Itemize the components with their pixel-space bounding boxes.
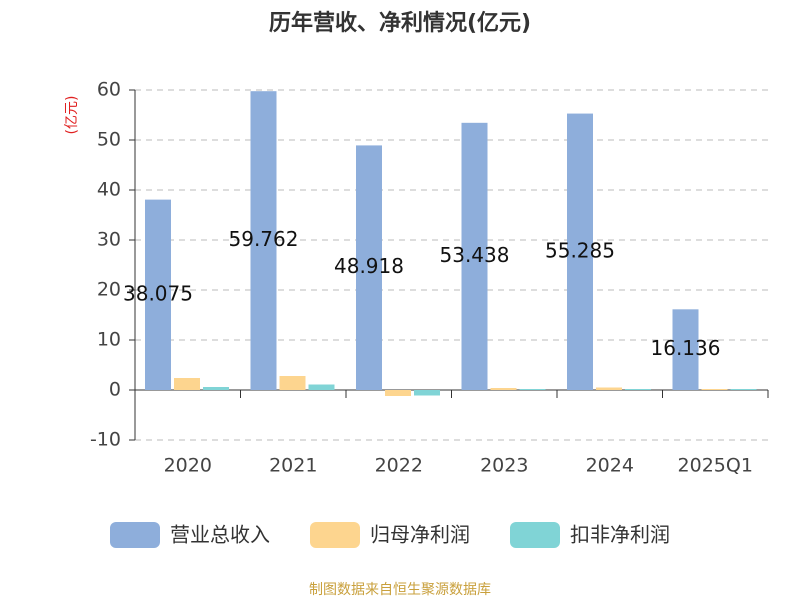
x-tick-label: 2024 xyxy=(586,455,634,477)
bar xyxy=(461,122,488,390)
x-tick-label: 2020 xyxy=(164,455,212,477)
bar xyxy=(701,389,728,390)
x-tick-label: 2025Q1 xyxy=(678,455,753,477)
bar xyxy=(308,384,335,390)
y-tick-label: 60 xyxy=(97,79,121,101)
legend-label: 归母净利润 xyxy=(370,523,470,547)
data-label: 48.918 xyxy=(334,254,404,278)
bar xyxy=(672,309,699,390)
legend-label: 扣非净利润 xyxy=(570,523,670,547)
y-tick-label: 10 xyxy=(97,329,121,351)
bar xyxy=(385,390,411,396)
data-label: 38.075 xyxy=(123,281,193,305)
x-tick-label: 2021 xyxy=(269,455,317,477)
data-label: 55.285 xyxy=(545,238,615,262)
bar xyxy=(490,388,517,390)
legend-swatch xyxy=(310,522,360,548)
bar xyxy=(567,113,593,390)
y-tick-label: 50 xyxy=(97,129,121,151)
bar xyxy=(414,390,440,396)
bar xyxy=(519,389,546,390)
y-axis-label: (亿元) xyxy=(64,96,80,135)
y-tick-label: 40 xyxy=(97,179,121,201)
bar xyxy=(203,387,229,390)
y-tick-label: 0 xyxy=(109,379,121,401)
data-label: 16.136 xyxy=(651,336,721,360)
data-label: 53.438 xyxy=(440,243,510,267)
bar xyxy=(730,389,757,390)
y-tick-label: 20 xyxy=(97,279,121,301)
bar xyxy=(356,145,382,390)
bar xyxy=(279,376,306,390)
bar xyxy=(625,389,651,390)
source-note: 制图数据来自恒生聚源数据库 xyxy=(309,582,491,598)
y-tick-label: -10 xyxy=(90,429,121,451)
bar xyxy=(250,91,277,390)
x-tick-label: 2023 xyxy=(480,455,528,477)
bar xyxy=(596,387,622,390)
y-tick-label: 30 xyxy=(97,229,121,251)
legend-label: 营业总收入 xyxy=(170,523,270,547)
chart-title: 历年营收、净利情况(亿元) xyxy=(269,10,531,36)
legend-swatch xyxy=(510,522,560,548)
bar xyxy=(174,378,200,390)
legend-swatch xyxy=(110,522,160,548)
bar xyxy=(145,199,171,390)
data-label: 59.762 xyxy=(229,227,299,251)
x-tick-label: 2022 xyxy=(375,455,423,477)
